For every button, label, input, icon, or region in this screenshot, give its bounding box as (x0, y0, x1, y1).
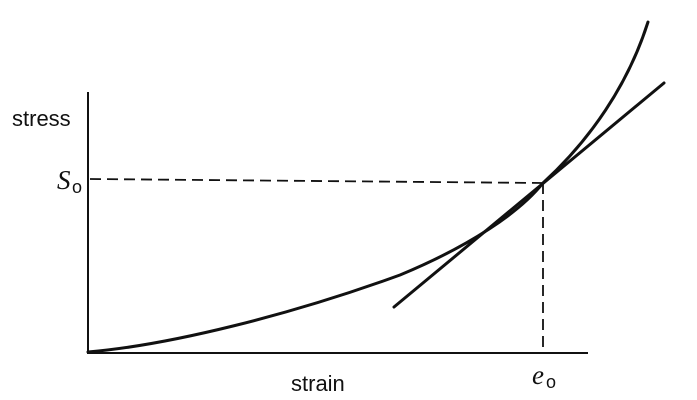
stress-marker-subscript: o (72, 177, 82, 197)
y-axis-label: stress (12, 106, 71, 131)
stress-marker-symbol: S (57, 165, 71, 195)
strain-marker-subscript: o (546, 372, 556, 392)
tangent-line (392, 81, 666, 309)
strain-marker-symbol: e (532, 360, 544, 390)
dashed-guide-horizontal (89, 178, 544, 184)
x-axis-label: strain (291, 371, 345, 396)
stress-marker-label: S o (57, 165, 82, 197)
strain-marker-label: e o (532, 360, 556, 392)
stress-strain-curve (86, 20, 650, 354)
